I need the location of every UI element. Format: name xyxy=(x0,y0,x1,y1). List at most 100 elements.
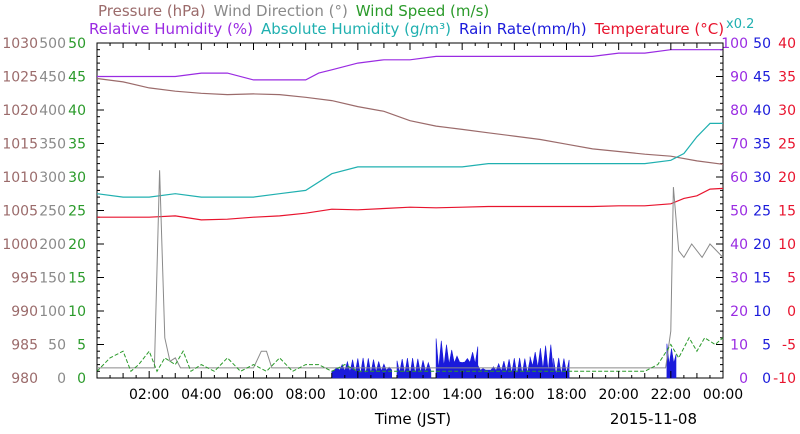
y-tick-label: 20 xyxy=(753,237,771,253)
x-tick-label: 14:00 xyxy=(442,387,482,403)
y-tick-label: 10 xyxy=(730,338,748,354)
y-tick-label: 300 xyxy=(39,170,66,186)
series-wind-speed xyxy=(96,336,724,373)
y-tick-label: 25 xyxy=(778,137,796,153)
y-tick-label: 985 xyxy=(11,338,38,354)
y-tick-label: 0 xyxy=(739,371,748,387)
legend-entry: Relative Humidity (%) xyxy=(89,20,253,38)
y-tick-label: 990 xyxy=(11,304,38,320)
x-tick-label: 04:00 xyxy=(181,387,221,403)
series-temperature xyxy=(97,187,724,221)
y-tick-label: 1020 xyxy=(2,103,38,119)
y-tick-label: 50 xyxy=(753,36,771,52)
y-tick-label: 70 xyxy=(730,137,748,153)
y-tick-label: 0 xyxy=(77,371,86,387)
x-tick-label: 12:00 xyxy=(390,387,430,403)
y-tick-label: 20 xyxy=(778,170,796,186)
y-tick-label: 80 xyxy=(730,103,748,119)
right-axes: 0102030405060708090100051015202530354045… xyxy=(721,36,796,387)
legend-line-2: Relative Humidity (%) Absolute Humidity (… xyxy=(89,20,724,38)
y-tick-label: 30 xyxy=(753,170,771,186)
y-tick-label: 25 xyxy=(753,204,771,220)
y-tick-label: 1010 xyxy=(2,170,38,186)
legend-entry: Temperature (°C) xyxy=(594,20,724,38)
y-tick-label: 20 xyxy=(730,304,748,320)
plot-area xyxy=(96,42,724,379)
y-tick-label: 5 xyxy=(762,338,771,354)
y-tick-label: 100 xyxy=(721,36,748,52)
y-tick-label: 200 xyxy=(39,237,66,253)
series-rain-rate xyxy=(331,338,677,379)
y-tick-label: 30 xyxy=(730,271,748,287)
y-tick-label: 10 xyxy=(753,304,771,320)
y-tick-label: 500 xyxy=(39,36,66,52)
y-tick-label: 20 xyxy=(68,237,86,253)
y-tick-label: 35 xyxy=(753,137,771,153)
x-tick-label: 08:00 xyxy=(285,387,325,403)
rain-scale-note: x0.2 xyxy=(726,17,754,32)
y-tick-label: 30 xyxy=(68,170,86,186)
x-axis-label: Time (JST) xyxy=(374,410,451,428)
y-tick-label: 40 xyxy=(68,103,86,119)
rain-burst xyxy=(666,343,677,379)
y-tick-label: 45 xyxy=(68,70,86,86)
y-tick-label: 1005 xyxy=(2,204,38,220)
x-tick-label: 16:00 xyxy=(494,387,534,403)
date-label: 2015-11-08 xyxy=(610,410,697,428)
y-tick-label: 100 xyxy=(39,304,66,320)
y-tick-label: 45 xyxy=(753,70,771,86)
y-tick-label: 980 xyxy=(11,371,38,387)
y-tick-label: 50 xyxy=(730,204,748,220)
y-tick-label: 15 xyxy=(68,271,86,287)
series-relative-humidity xyxy=(97,49,723,81)
rain-burst xyxy=(529,344,554,379)
y-tick-label: 0 xyxy=(57,371,66,387)
y-tick-label: 1015 xyxy=(2,137,38,153)
y-ticks xyxy=(97,42,723,379)
y-tick-label: 60 xyxy=(730,170,748,186)
y-tick-label: 5 xyxy=(77,338,86,354)
legend-entry: Wind Speed (m/s) xyxy=(356,2,489,20)
y-tick-label: 250 xyxy=(39,204,66,220)
left-axes: 9809859909951000100510101015102010251030… xyxy=(2,36,86,387)
y-tick-label: 30 xyxy=(778,103,796,119)
y-tick-label: 400 xyxy=(39,103,66,119)
y-tick-label: 35 xyxy=(68,137,86,153)
y-tick-label: 25 xyxy=(68,204,86,220)
legend-entry: Absolute Humidity (g/m³) xyxy=(261,20,451,38)
y-tick-label: 1025 xyxy=(2,70,38,86)
y-tick-label: 150 xyxy=(39,271,66,287)
y-tick-label: 450 xyxy=(39,70,66,86)
x-axis: 02:00 04:00 06:00 08:00 10:00 12:00 14:00 16:00… xyxy=(96,43,743,403)
series-absolute-humidity xyxy=(96,122,723,198)
x-tick-label: 10:00 xyxy=(338,387,378,403)
series-wind-direction xyxy=(97,170,724,369)
legend-entry: Pressure (hPa) xyxy=(98,2,206,20)
plot-frame xyxy=(96,42,724,379)
legend-entry: Wind Direction (°) xyxy=(214,2,348,20)
x-tick-label: 22:00 xyxy=(651,387,691,403)
chart-header: Pressure (hPa) Wind Direction (°) Wind Spe… xyxy=(89,2,754,38)
rain-burst xyxy=(435,338,479,379)
x-tick-label: 18:00 xyxy=(546,387,586,403)
legend-entry: Rain Rate(mm/h) xyxy=(459,20,587,38)
y-tick-label: -10 xyxy=(773,371,796,387)
y-tick-label: 90 xyxy=(730,70,748,86)
y-tick-label: 350 xyxy=(39,137,66,153)
legend-line-1: Pressure (hPa) Wind Direction (°) Wind Spe… xyxy=(98,2,489,20)
y-tick-label: 5 xyxy=(787,271,796,287)
x-tick-label: 02:00 xyxy=(129,387,169,403)
y-tick-label: 1000 xyxy=(2,237,38,253)
y-tick-label: 40 xyxy=(778,36,796,52)
y-tick-label: -5 xyxy=(782,338,796,354)
x-tick-label: 00:00 xyxy=(703,387,743,403)
rain-burst xyxy=(553,357,570,379)
y-tick-label: 15 xyxy=(778,204,796,220)
y-tick-label: 10 xyxy=(68,304,86,320)
x-tick-label: 06:00 xyxy=(233,387,273,403)
y-tick-label: 35 xyxy=(778,70,796,86)
x-tick-label: 20:00 xyxy=(598,387,638,403)
y-tick-label: 50 xyxy=(68,36,86,52)
y-tick-label: 40 xyxy=(730,237,748,253)
